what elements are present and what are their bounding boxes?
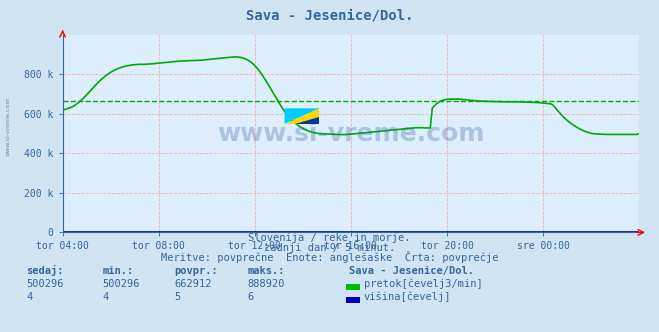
Polygon shape	[285, 108, 319, 124]
Polygon shape	[295, 117, 319, 124]
Text: povpr.:: povpr.:	[175, 266, 218, 276]
Text: zadnji dan / 5 minut.: zadnji dan / 5 minut.	[264, 243, 395, 253]
Text: 4: 4	[102, 292, 108, 302]
Text: 888920: 888920	[247, 279, 285, 289]
Text: 500296: 500296	[102, 279, 140, 289]
Text: maks.:: maks.:	[247, 266, 285, 276]
Text: pretok[čevelj3/min]: pretok[čevelj3/min]	[364, 279, 482, 289]
Text: Slovenija / reke in morje.: Slovenija / reke in morje.	[248, 233, 411, 243]
Text: min.:: min.:	[102, 266, 133, 276]
Text: sedaj:: sedaj:	[26, 265, 64, 276]
Polygon shape	[285, 108, 319, 124]
Text: Sava - Jesenice/Dol.: Sava - Jesenice/Dol.	[246, 8, 413, 22]
Text: 4: 4	[26, 292, 32, 302]
Text: 662912: 662912	[175, 279, 212, 289]
Text: Sava - Jesenice/Dol.: Sava - Jesenice/Dol.	[349, 266, 474, 276]
Text: višina[čevelj]: višina[čevelj]	[364, 292, 451, 302]
Text: Meritve: povprečne  Enote: anglešaške  Črta: povprečje: Meritve: povprečne Enote: anglešaške Črt…	[161, 251, 498, 263]
Text: 5: 5	[175, 292, 181, 302]
Text: www.si-vreme.com: www.si-vreme.com	[217, 122, 484, 146]
Text: 6: 6	[247, 292, 253, 302]
Text: 500296: 500296	[26, 279, 64, 289]
Text: www.si-vreme.com: www.si-vreme.com	[5, 96, 11, 156]
